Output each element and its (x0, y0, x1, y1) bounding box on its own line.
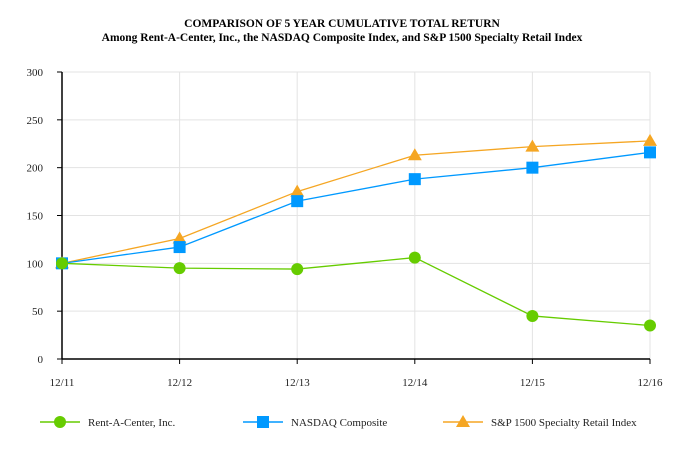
y-tick-label: 200 (27, 163, 44, 175)
data-point-circle (644, 319, 656, 332)
data-point-square (408, 173, 421, 186)
data-point-circle (408, 251, 421, 264)
x-tick-label: 12/11 (50, 377, 75, 389)
chart-title: COMPARISON OF 5 YEAR CUMULATIVE TOTAL RE… (184, 18, 500, 30)
data-point-circle (56, 257, 68, 270)
legend-label: S&P 1500 Specialty Retail Index (491, 417, 637, 429)
legend-label: NASDAQ Composite (291, 417, 387, 429)
data-point-triangle (290, 184, 305, 197)
x-tick-label: 12/16 (637, 377, 663, 389)
x-tick-label: 12/13 (285, 377, 311, 389)
legend-label: Rent-A-Center, Inc. (88, 417, 175, 429)
series-line-0 (61, 256, 651, 327)
x-tick-label: 12/15 (520, 377, 546, 389)
data-point-triangle (172, 231, 187, 244)
legend-marker-triangle (456, 415, 470, 427)
data-point-triangle (525, 139, 540, 152)
y-tick-label: 150 (27, 211, 44, 223)
x-tick-label: 12/12 (167, 377, 192, 389)
y-tick-label: 0 (38, 354, 44, 366)
data-point-square (291, 195, 304, 208)
legend-marker-circle (54, 416, 66, 428)
data-point-circle (173, 262, 186, 275)
series-line-1 (61, 151, 651, 264)
y-tick-label: 300 (27, 67, 44, 79)
data-point-triangle (643, 133, 657, 146)
data-point-circle (526, 309, 539, 322)
data-point-square (173, 241, 186, 254)
data-point-triangle (407, 148, 422, 161)
chart-subtitle: Among Rent-A-Center, Inc., the NASDAQ Co… (101, 32, 583, 44)
y-tick-label: 50 (32, 306, 44, 318)
data-point-square (526, 161, 539, 174)
y-tick-label: 250 (27, 115, 44, 127)
data-point-square (644, 146, 656, 159)
legend-marker-square (257, 416, 269, 428)
x-tick-label: 12/14 (402, 377, 428, 389)
data-point-circle (291, 263, 304, 276)
y-tick-label: 100 (27, 258, 44, 270)
series-line-2 (61, 140, 651, 264)
